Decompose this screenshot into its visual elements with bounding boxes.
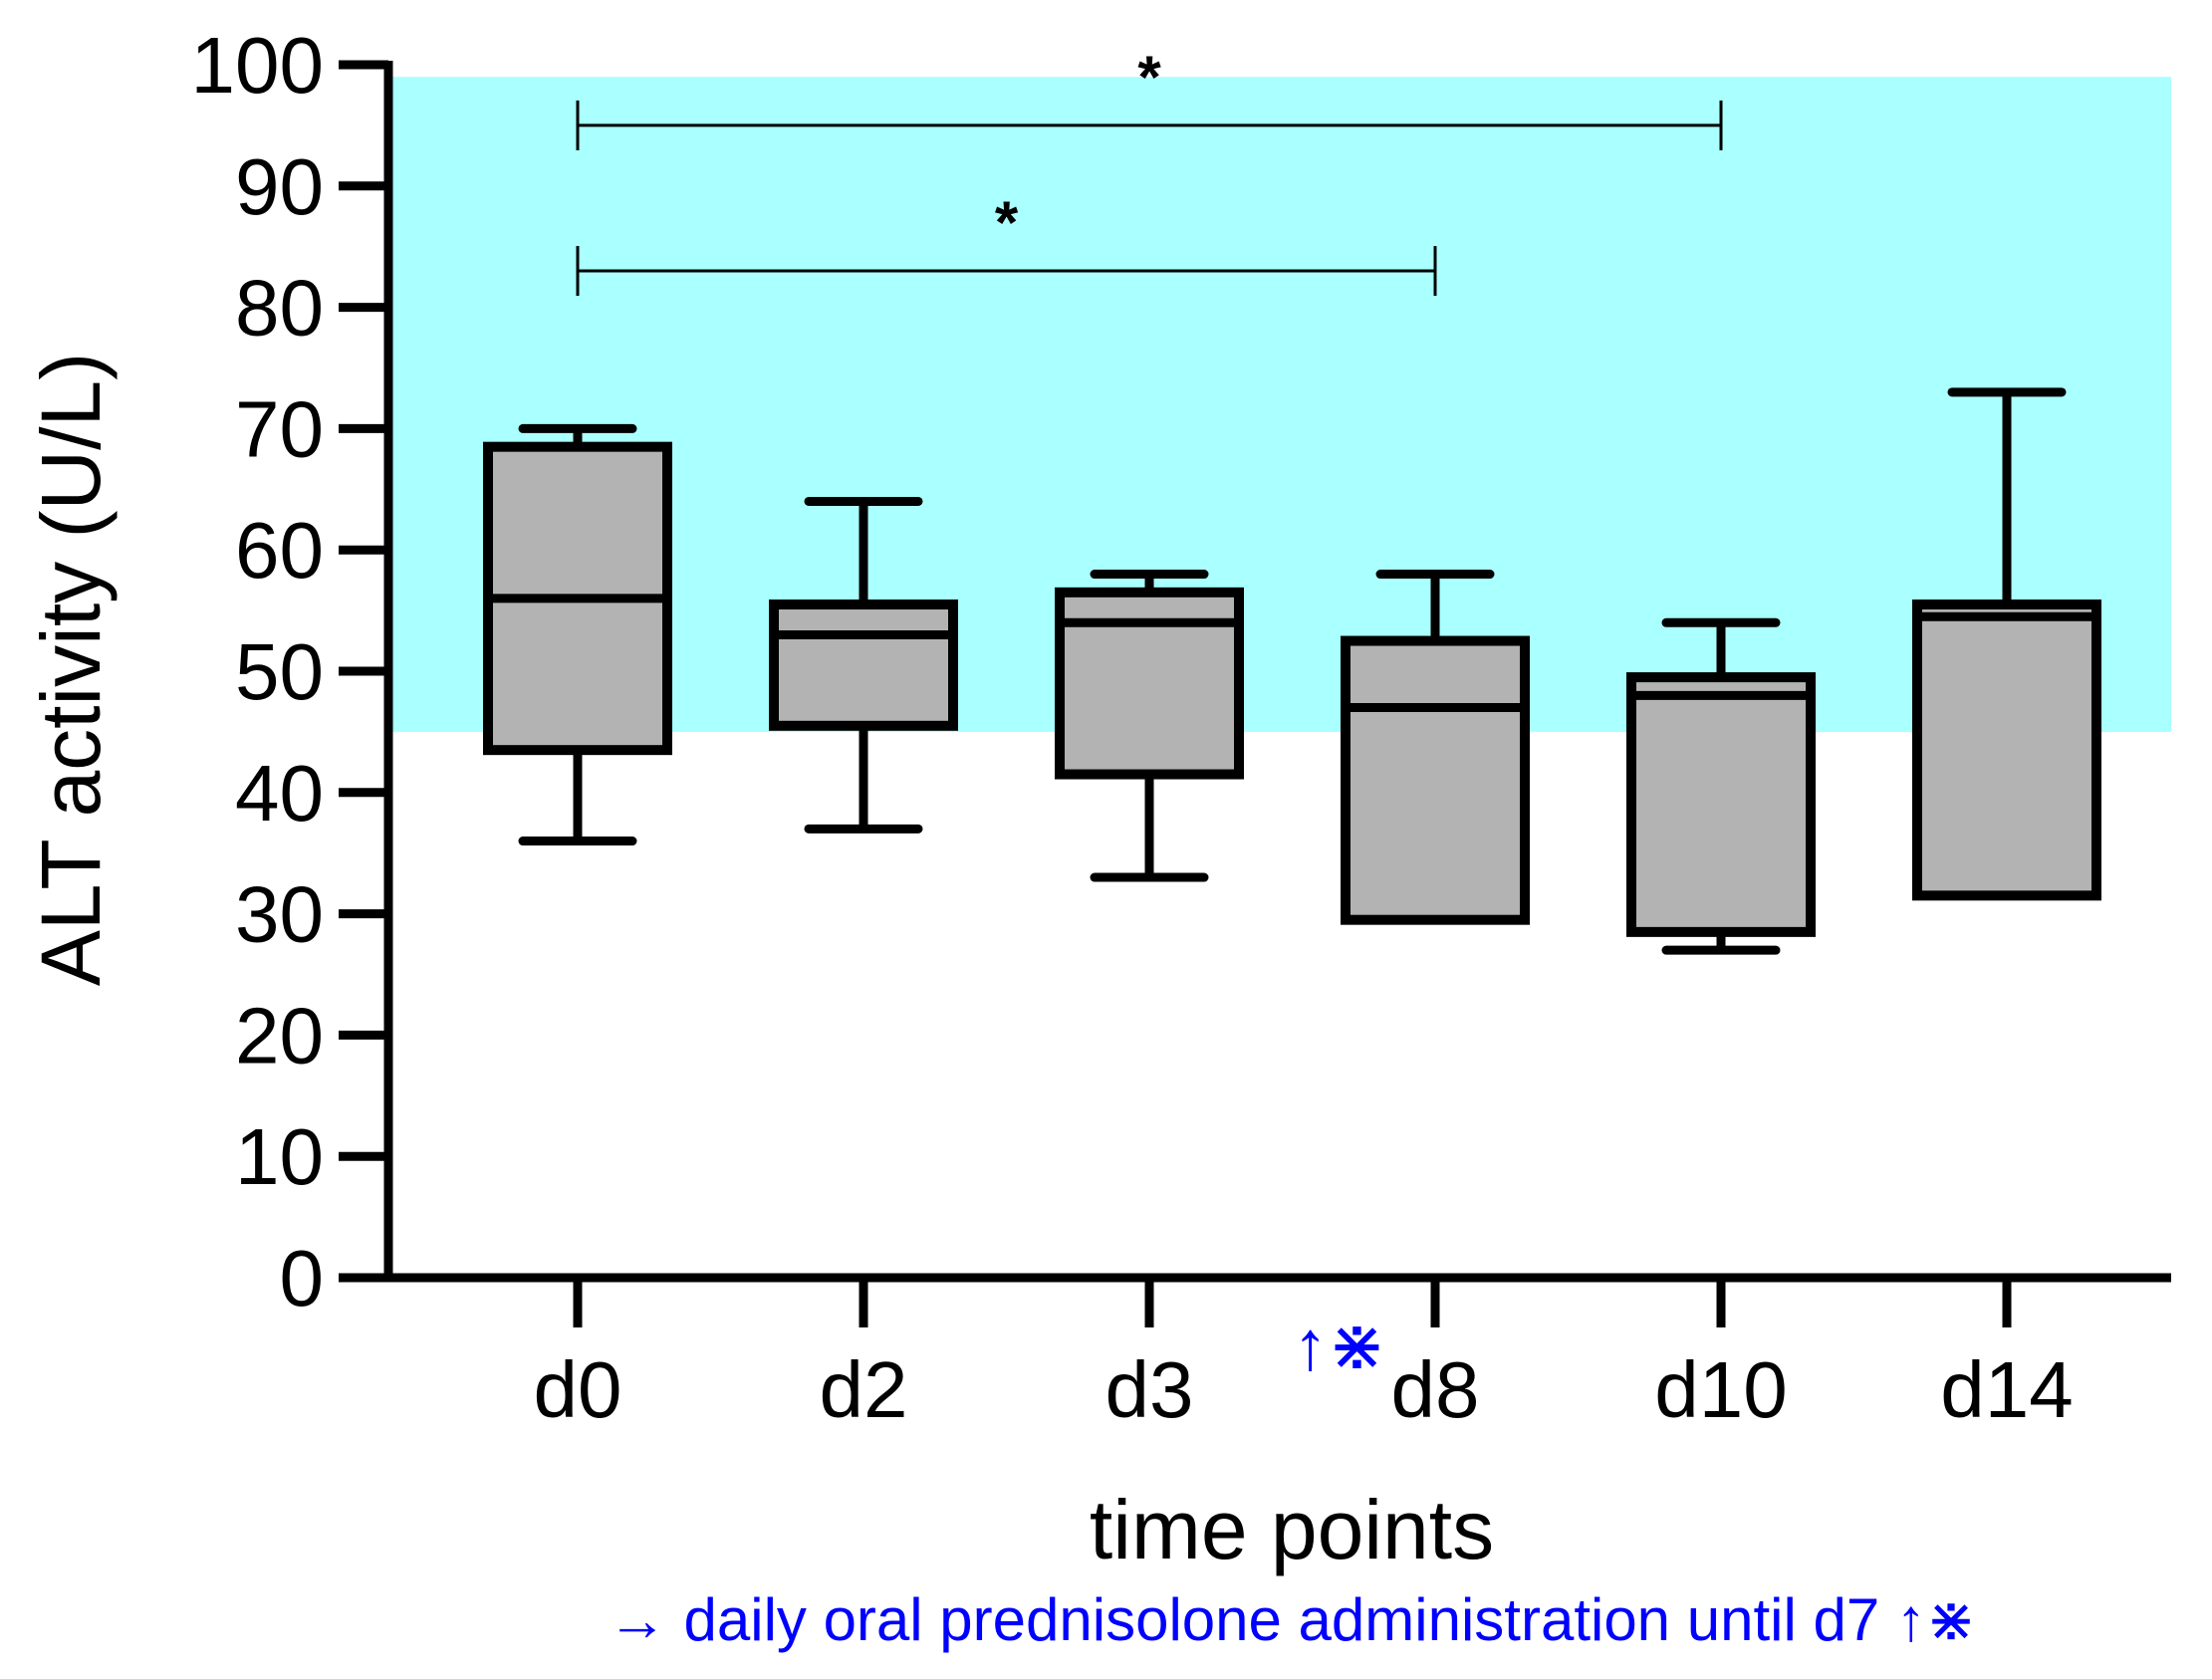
y-tick-label: 60 bbox=[235, 506, 324, 595]
y-tick-label: 90 bbox=[235, 142, 324, 231]
box-iqr bbox=[769, 600, 958, 731]
box-d3 bbox=[1055, 570, 1244, 882]
x-tick-label: d2 bbox=[820, 1345, 908, 1434]
y-tick-label: 80 bbox=[235, 264, 324, 353]
x-tick-label: d0 bbox=[534, 1345, 622, 1434]
reference-range-band bbox=[388, 77, 2171, 732]
y-tick-label: 70 bbox=[235, 384, 324, 473]
box-iqr bbox=[1341, 635, 1530, 925]
box-d14 bbox=[1912, 387, 2101, 901]
significance-star: * bbox=[995, 189, 1019, 256]
box-d10 bbox=[1626, 617, 1816, 955]
box-series bbox=[483, 387, 2101, 955]
treatment-marker: ↑⋇ bbox=[1293, 1307, 1386, 1384]
y-axis-label: ALT activity (U/L) bbox=[24, 353, 118, 986]
box-iqr bbox=[1626, 672, 1816, 937]
x-tick-label: d14 bbox=[1940, 1345, 2073, 1434]
x-tick-label: d8 bbox=[1391, 1345, 1480, 1434]
box-iqr bbox=[1912, 600, 2101, 901]
x-tick-label: d10 bbox=[1654, 1345, 1787, 1434]
significance-star: * bbox=[1137, 44, 1161, 111]
treatment-note: → daily oral prednisolone administration… bbox=[608, 1586, 1976, 1653]
box-d8 bbox=[1341, 570, 1530, 925]
y-tick-label: 40 bbox=[235, 749, 324, 838]
x-axis-label: time points bbox=[1090, 1483, 1494, 1576]
significance-brackets: ** bbox=[576, 44, 1723, 297]
y-tick-label: 20 bbox=[235, 991, 324, 1079]
y-tick-label: 30 bbox=[235, 870, 324, 959]
x-axis: d0 d2 d3 d8 d10 d14 bbox=[339, 1273, 2171, 1434]
y-tick-label: 10 bbox=[235, 1112, 324, 1201]
y-axis: 0 10 20 30 40 50 60 70 80 90 100 bbox=[191, 21, 393, 1322]
box-d0 bbox=[483, 423, 672, 846]
y-tick-label: 0 bbox=[280, 1234, 325, 1322]
y-tick-label: 100 bbox=[191, 21, 324, 110]
x-tick-label: d3 bbox=[1106, 1345, 1194, 1434]
box-d2 bbox=[769, 496, 958, 834]
y-tick-label: 50 bbox=[235, 627, 324, 716]
